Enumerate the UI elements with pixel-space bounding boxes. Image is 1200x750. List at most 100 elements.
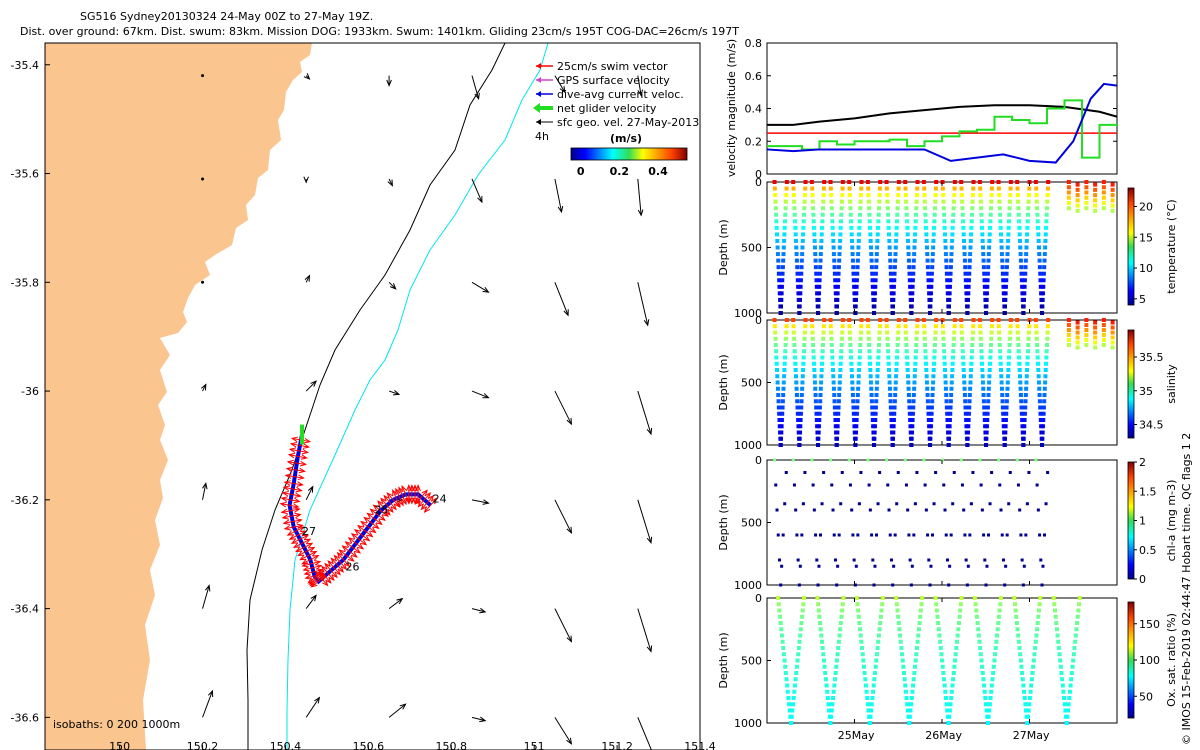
section-ytick-label: 0 bbox=[755, 176, 762, 189]
header-line-1: SG516 Sydney20130324 24-May 00Z to 27-Ma… bbox=[80, 10, 373, 23]
profile-sample bbox=[966, 278, 971, 283]
profile-sample bbox=[867, 206, 872, 211]
profile-sample bbox=[1044, 343, 1049, 347]
profile-sample bbox=[1042, 399, 1047, 404]
profile-sample bbox=[904, 206, 909, 211]
profile-sample bbox=[827, 708, 832, 713]
swim-vector-head bbox=[301, 534, 310, 541]
swim-vector-head bbox=[350, 533, 358, 540]
profile-sample bbox=[1070, 664, 1075, 669]
profile-sample bbox=[910, 689, 915, 694]
profile-sample bbox=[800, 374, 805, 379]
isobath-200 bbox=[246, 43, 506, 750]
sfc-geo-vector bbox=[637, 75, 642, 96]
chl-sample bbox=[840, 471, 844, 474]
profile-sample bbox=[1043, 374, 1048, 379]
shallow-sample bbox=[1093, 335, 1098, 340]
sfc-geo-vector bbox=[637, 390, 652, 435]
profile-sample bbox=[821, 652, 826, 657]
profile-sample bbox=[1060, 677, 1065, 682]
profile-sample bbox=[875, 232, 880, 237]
profile-sample bbox=[801, 232, 806, 237]
chl-sample bbox=[966, 564, 970, 568]
profile-sample bbox=[997, 336, 1002, 341]
profile-sample bbox=[850, 386, 855, 391]
profile-sample bbox=[791, 193, 796, 198]
profile-sample bbox=[836, 271, 841, 276]
profile-sample bbox=[787, 708, 792, 713]
profile-sample bbox=[985, 405, 990, 410]
swim-vector bbox=[330, 557, 338, 566]
chl-sample bbox=[803, 471, 807, 474]
profile-sample bbox=[979, 219, 984, 224]
profile-sample bbox=[903, 318, 908, 322]
profile-sample bbox=[800, 614, 805, 619]
profile-sample bbox=[923, 206, 928, 211]
profile-sample bbox=[863, 677, 868, 682]
chl-sample bbox=[856, 533, 860, 537]
swim-vector-head bbox=[287, 452, 296, 459]
shallow-sample bbox=[1066, 328, 1071, 332]
sfc-geo-vector bbox=[388, 281, 397, 290]
profile-sample bbox=[999, 374, 1004, 379]
profile-sample bbox=[923, 355, 928, 360]
profile-sample bbox=[989, 199, 994, 204]
profile-sample bbox=[851, 399, 856, 404]
swim-vector bbox=[308, 576, 316, 584]
swim-vector bbox=[310, 555, 319, 561]
swim-vector-head bbox=[360, 539, 368, 546]
profile-sample bbox=[891, 436, 896, 441]
profile-sample bbox=[858, 199, 863, 204]
profile-sample bbox=[1044, 219, 1049, 224]
sfc-geo-vector bbox=[305, 595, 317, 609]
profile-sample bbox=[1017, 219, 1022, 224]
profile-sample bbox=[909, 297, 914, 302]
profile-sample bbox=[877, 627, 882, 632]
profile-sample bbox=[803, 324, 808, 329]
profile-sample bbox=[779, 297, 784, 302]
chl-sample bbox=[926, 533, 930, 537]
swim-vector-head bbox=[421, 489, 428, 497]
profile-sample bbox=[1040, 297, 1045, 302]
colorbar-tick-label: 35 bbox=[1139, 385, 1153, 398]
profile-sample bbox=[913, 664, 918, 669]
profile-sample bbox=[837, 386, 842, 391]
profile-sample bbox=[790, 708, 795, 713]
swim-vector bbox=[333, 567, 341, 575]
profile-sample bbox=[794, 671, 799, 675]
profile-sample bbox=[821, 336, 826, 341]
profile-sample bbox=[998, 225, 1003, 230]
profile-sample bbox=[868, 232, 873, 237]
profile-sample bbox=[819, 639, 824, 644]
profile-sample bbox=[872, 311, 877, 315]
profile-sample bbox=[855, 271, 860, 276]
profile-sample bbox=[782, 232, 787, 237]
profile-sample bbox=[928, 430, 933, 435]
profile-sample bbox=[959, 596, 964, 600]
profile-sample bbox=[873, 284, 878, 289]
profile-sample bbox=[950, 683, 955, 688]
chl-sample bbox=[1025, 502, 1029, 506]
profile-sample bbox=[1065, 714, 1070, 719]
profile-sample bbox=[895, 336, 900, 341]
colorbar-tick-label: 0.4 bbox=[648, 165, 668, 178]
profile-sample bbox=[793, 677, 798, 682]
profile-sample bbox=[1006, 374, 1011, 379]
chl-sample bbox=[854, 564, 858, 568]
swim-vector bbox=[342, 545, 351, 552]
profile-sample bbox=[776, 258, 781, 263]
profile-sample bbox=[835, 424, 840, 429]
profile-sample bbox=[944, 258, 949, 263]
profile-sample bbox=[840, 324, 845, 329]
map-xtick-label: 150 bbox=[109, 740, 130, 750]
profile-sample bbox=[998, 219, 1003, 224]
profile-sample bbox=[799, 621, 804, 625]
chl-sample bbox=[1041, 564, 1045, 568]
profile-sample bbox=[1021, 304, 1026, 309]
profile-sample bbox=[851, 405, 856, 410]
swim-vector bbox=[423, 492, 431, 501]
profile-sample bbox=[854, 411, 859, 416]
swim-vector-head bbox=[354, 547, 361, 554]
shallow-sample bbox=[1110, 193, 1115, 198]
sfc-geo-vector bbox=[637, 717, 652, 750]
